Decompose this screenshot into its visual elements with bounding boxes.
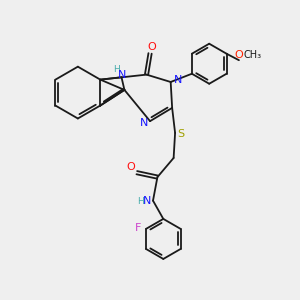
Text: H: H xyxy=(137,197,144,206)
Text: N: N xyxy=(140,118,148,128)
Text: S: S xyxy=(177,129,184,140)
Text: H: H xyxy=(113,65,120,74)
Text: O: O xyxy=(127,162,135,172)
Text: N: N xyxy=(143,196,151,206)
Text: O: O xyxy=(147,42,156,52)
Text: N: N xyxy=(174,75,182,85)
Text: N: N xyxy=(118,70,126,80)
Text: O: O xyxy=(234,50,243,60)
Text: CH₃: CH₃ xyxy=(244,50,262,60)
Text: F: F xyxy=(134,223,141,233)
